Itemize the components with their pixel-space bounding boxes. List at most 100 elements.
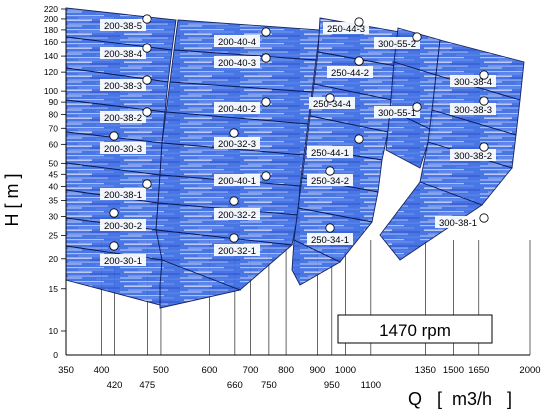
bep-circle [261,27,271,37]
pump-label-200-38-1: 200-38-1 [100,179,152,201]
pump-label-bg [374,37,420,49]
pump-label-200-40-2: 200-40-2 [214,97,271,115]
bep-circle [479,96,489,106]
pump-label-text: 200-30-2 [104,221,142,232]
pump-label-bg [307,146,353,158]
bep-circle [412,102,422,112]
pump-label-bg [214,244,260,256]
pump-label-bg [307,233,353,245]
pump-label-300-38-4: 300-38-4 [450,70,496,88]
pump-label-200-30-3: 200-30-3 [100,131,146,155]
y-tick-label: 30 [49,212,59,222]
y-tick-label-zero: 0 [53,350,58,360]
axes: 2202001801601401201009080706050454035302… [44,4,541,391]
x-tick-label: 600 [202,365,218,376]
x-tick-label: 900 [309,365,325,376]
pump-label-bg [435,216,481,228]
bep-circle [261,53,271,63]
bep-circle [354,17,364,27]
speed-box: 1470 rpm [337,314,493,344]
y-tick-label: 25 [49,231,59,241]
pump-label-200-30-2: 200-30-2 [100,208,146,232]
pump-label-text: 250-34-1 [311,235,349,246]
y-tick-label: 220 [44,4,58,14]
x-tick-label: 800 [278,365,294,376]
bep-circle [325,166,335,176]
band-col5-4 [379,181,483,261]
x-tick-label: 950 [324,380,340,391]
x-tick-label: 420 [107,380,123,391]
pump-label-200-32-2: 200-32-2 [214,196,260,221]
bep-circle [412,32,422,42]
bep-circle [142,75,152,85]
band-col4-2 [385,109,433,169]
pump-label-bg [100,79,146,91]
pump-label-text: 200-40-4 [218,37,256,48]
pump-label-text: 200-38-5 [104,21,142,32]
pump-label-bg [214,56,260,68]
pump-label-text: 200-38-2 [104,113,142,124]
pump-label-text: 200-32-3 [218,139,256,150]
y-tick-label: 90 [49,97,59,107]
y-tick-label: 180 [44,25,58,35]
x-tick-label: 1650 [468,365,489,376]
y-tick-label: 80 [49,109,59,119]
y-tick-label: 50 [49,158,59,168]
pump-label-bg [100,47,146,59]
pump-label-250-34-2: 250-34-2 [307,166,353,187]
pump-label-text: 200-38-1 [104,190,142,201]
y-tick-label: 40 [49,182,59,192]
pump-label-250-44-3: 250-44-3 [323,17,369,35]
pump-label-text: 200-32-1 [218,246,256,257]
bep-circle [109,131,119,141]
speed-label: 1470 rpm [379,321,451,340]
bep-circle [109,241,119,251]
pump-label-text: 300-38-3 [454,105,492,116]
pump-label-text: 300-38-4 [454,77,492,88]
pump-label-text: 200-30-1 [104,256,142,267]
pump-label-bg [100,111,146,123]
y-tick-label: 120 [44,67,58,77]
pump-label-text: 200-32-2 [218,210,256,221]
pump-label-200-32-1: 200-32-1 [214,233,260,257]
x-axis-label: Q [ m3/h ] [408,389,512,409]
y-tick-label: 70 [49,123,59,133]
y-tick-label: 100 [44,86,58,96]
x-tick-label: 1100 [361,380,381,391]
y-axis-label: H [ m ] [2,174,22,227]
x-tick-label: 400 [94,365,110,376]
pump-label-text: 250-34-2 [311,176,349,187]
pump-label-300-38-3: 300-38-3 [450,96,496,116]
y-tick-label: 35 [49,195,59,205]
pump-label-200-32-3: 200-32-3 [214,128,260,150]
y-tick-label: 200 [44,14,58,24]
pump-label-bg [100,142,146,154]
x-tick-label: 1350 [415,365,436,376]
x-tick-label: 1000 [335,365,356,376]
bep-circle [109,208,119,218]
pump-label-text: 200-30-3 [104,144,142,155]
pump-label-200-40-3: 200-40-3 [214,53,271,69]
pump-label-bg [100,219,146,231]
bep-circle [142,43,152,53]
pump-label-bg [214,137,260,149]
pump-label-250-34-1: 250-34-1 [307,223,353,246]
pump-label-text: 300-38-1 [439,218,477,229]
pump-label-bg [100,254,146,266]
pump-label-bg [214,102,260,114]
pump-label-text: 200-40-2 [218,104,256,115]
y-tick-label: 45 [49,169,59,179]
band-col3-7 [291,239,341,286]
pump-label-200-38-4: 200-38-4 [100,43,152,60]
x-tick-label: 660 [227,380,243,391]
pump-label-bg [100,19,146,31]
pump-label-text: 300-55-1 [378,108,416,119]
x-tick-label: 1500 [443,365,464,376]
bep-circle [229,128,239,138]
pump-label-250-34-4: 250-34-4 [309,93,355,110]
x-tick-label: 700 [243,365,259,376]
pump-label-200-30-1: 200-30-1 [100,241,146,267]
y-tick-label: 160 [44,37,58,47]
pump-label-300-55-1: 300-55-1 [374,102,422,119]
pump-labels: 200-38-5 200-38-4 200-38-3 200-38-2 200-30-3… [100,14,496,267]
